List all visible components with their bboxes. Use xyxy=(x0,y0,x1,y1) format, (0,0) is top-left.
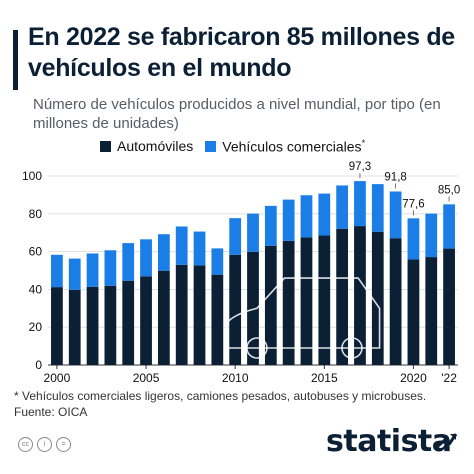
legend-label-cars: Automóviles xyxy=(117,138,194,155)
bar-cars-2014 xyxy=(300,237,313,365)
x-tick-label: '22 xyxy=(441,371,457,385)
bar-cars-2015 xyxy=(318,235,331,365)
bar-commercial-2016 xyxy=(336,185,349,229)
bar-commercial-2011 xyxy=(247,213,259,252)
bar-commercial-2019 xyxy=(389,191,402,239)
bar-commercial-2020 xyxy=(407,218,420,260)
bar-cars-2019 xyxy=(389,238,402,365)
y-tick-label: 60 xyxy=(29,245,43,259)
x-tick-label: 2010 xyxy=(222,371,249,385)
bar-commercial-2010 xyxy=(229,218,242,255)
total-data-label: 77,6 xyxy=(402,198,424,210)
bar-cars-2005 xyxy=(140,276,152,365)
bar-commercial-2003 xyxy=(104,250,117,286)
total-data-label: 85,0 xyxy=(438,184,460,196)
bar-commercial-2018 xyxy=(371,184,384,232)
bar-cars-2013 xyxy=(282,240,295,365)
chart-title: En 2022 se fabricaron 85 millones de veh… xyxy=(28,23,455,82)
bar-commercial-2009 xyxy=(211,248,224,275)
bar-cars-2004 xyxy=(122,280,135,365)
y-tick-label: 40 xyxy=(29,282,43,296)
legend-swatch-cars xyxy=(100,140,111,152)
bar-commercial-2013 xyxy=(282,199,295,241)
car-outline-decoration xyxy=(225,277,381,349)
legend-footnote-marker: * xyxy=(361,138,366,148)
x-tick-label: 2005 xyxy=(133,371,160,385)
bar-commercial-2001 xyxy=(68,258,81,290)
legend-item-commercial: Vehículos comerciales* xyxy=(205,138,365,155)
bar-cars-2006 xyxy=(157,270,170,365)
bar-commercial-2021 xyxy=(425,213,438,258)
cc-icon: cc xyxy=(18,437,33,452)
x-tick-label: 2000 xyxy=(44,371,71,385)
chart-area: 0 20 40 60 80 100 2000 2005 2010 2015 2020 '22 97,3 9… xyxy=(22,161,460,385)
bar-commercial-2007 xyxy=(175,226,188,265)
bar-cars-2002 xyxy=(86,286,99,365)
bar-commercial-2012 xyxy=(264,205,277,246)
bar-cars-2001 xyxy=(68,289,81,365)
bar-commercial-2004 xyxy=(122,243,135,281)
bar-cars-2012 xyxy=(264,245,277,365)
legend-swatch-commercial xyxy=(205,140,217,152)
bar-commercial-2000 xyxy=(51,254,63,288)
bar-cars-2011 xyxy=(247,251,259,365)
bar-cars-2021 xyxy=(425,257,438,365)
bar-commercial-2015 xyxy=(318,193,331,236)
y-tick-label: 20 xyxy=(29,320,43,334)
bar-commercial-2017 xyxy=(354,181,366,227)
bar-commercial-2002 xyxy=(86,253,99,287)
footnote-text: * Vehículos comerciales ligeros, camione… xyxy=(14,389,427,403)
attribution-icon: i xyxy=(37,437,52,452)
bar-cars-2018 xyxy=(371,231,384,365)
car-wheel-decoration xyxy=(341,337,363,359)
car-wheel-decoration xyxy=(246,337,268,359)
bar-cars-2003 xyxy=(104,285,117,365)
source-text: Fuente: OICA xyxy=(14,405,88,419)
bar-cars-2008 xyxy=(193,265,206,365)
bar-commercial-2008 xyxy=(193,231,206,266)
legend-item-cars: Automóviles xyxy=(100,138,193,154)
y-tick-label: 100 xyxy=(22,169,42,183)
no-derivatives-icon: = xyxy=(56,437,71,452)
x-tick-label: 2015 xyxy=(311,371,338,385)
y-tick-label: 80 xyxy=(29,207,43,221)
bar-cars-2017 xyxy=(354,226,366,365)
bar-commercial-2005 xyxy=(140,239,152,277)
legend-label-commercial: Vehículos comerciales xyxy=(222,138,362,155)
bar-cars-2009 xyxy=(211,274,224,365)
brand-logo-text: statista xyxy=(326,424,452,459)
x-tick-label: 2020 xyxy=(400,371,427,385)
bar-commercial-2006 xyxy=(157,234,170,271)
bar-cars-2000 xyxy=(51,287,63,365)
brand-logo-icon xyxy=(437,433,458,448)
bar-commercial-2014 xyxy=(300,195,313,238)
bar-cars-2007 xyxy=(175,264,188,365)
bar-cars-2010 xyxy=(229,254,242,365)
footnote-block: * Vehículos comerciales ligeros, camione… xyxy=(14,388,464,420)
bar-cars-2016 xyxy=(336,228,349,365)
chart-subtitle: Número de vehículos producidos a nivel m… xyxy=(33,96,441,132)
total-data-label: 91,8 xyxy=(384,171,406,183)
y-tick-label: 0 xyxy=(35,358,42,372)
bar-commercial-2022 xyxy=(443,204,455,249)
license-icons: cc i = xyxy=(18,437,75,452)
bar-cars-2022 xyxy=(443,248,455,365)
title-accent-bar xyxy=(13,30,18,90)
bar-cars-2020 xyxy=(407,259,420,365)
total-data-label: 97,3 xyxy=(349,161,371,173)
chart-legend: Automóviles Vehículos comerciales* xyxy=(100,138,377,155)
